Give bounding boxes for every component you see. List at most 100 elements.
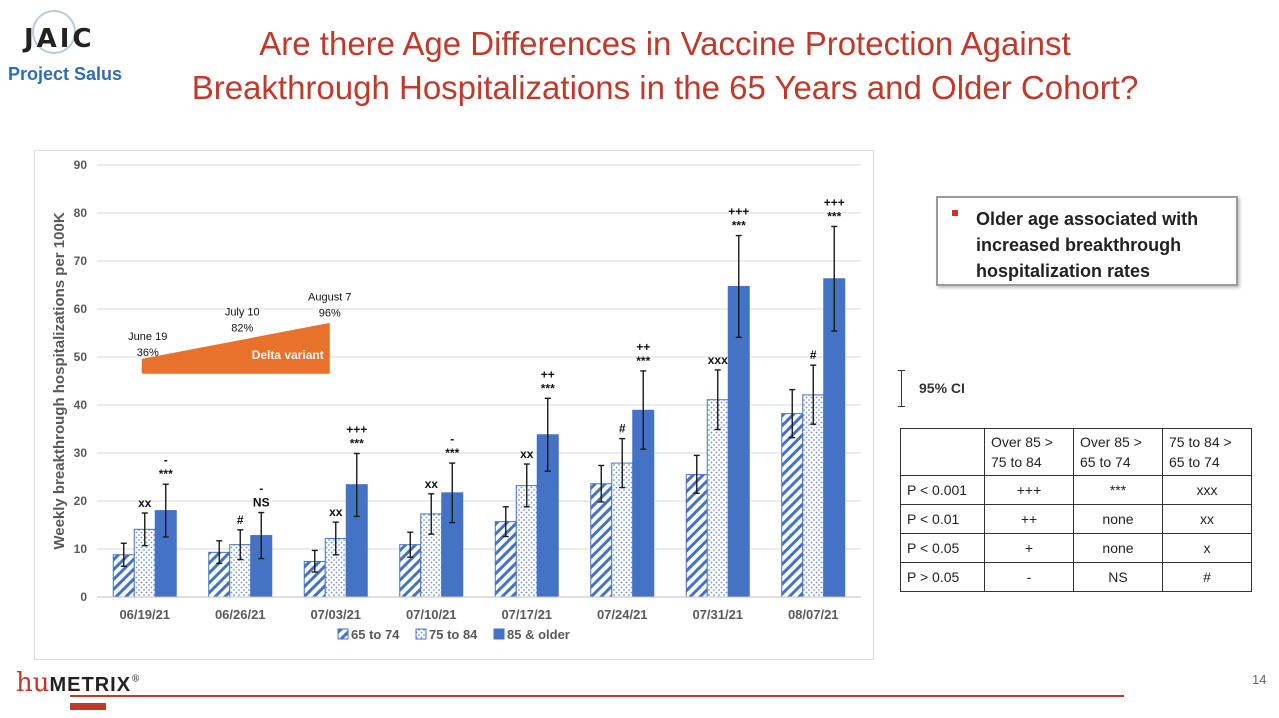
- page-number: 14: [1252, 672, 1267, 687]
- bar-1-7: [802, 394, 825, 598]
- y-axis-label: Weekly breakthrough hospitalizations per…: [51, 212, 68, 549]
- delta-date-label: June 19: [128, 331, 167, 343]
- y-tick-label: 50: [74, 350, 88, 364]
- bar-chart: Delta variant June 19 36% July 10 82% August …: [51, 158, 861, 642]
- delta-share-label: 82%: [231, 323, 253, 335]
- significance-label: ***: [541, 381, 555, 395]
- p-table-cell: #: [1162, 562, 1252, 592]
- y-tick-label: 80: [74, 206, 88, 220]
- significance-label: +++: [824, 195, 845, 209]
- table-row: P < 0.001 +++ *** xxx: [900, 475, 1252, 505]
- p-value-table: Over 85 > 75 to 84 Over 85 > 65 to 74 75…: [900, 428, 1252, 592]
- p-table-header: 75 to 84 > 65 to 74: [1162, 428, 1252, 476]
- significance-label: xx: [520, 447, 534, 461]
- brand-prefix: hu: [16, 668, 50, 698]
- table-row: P < 0.05 + none x: [900, 533, 1252, 563]
- significance-label: ++: [636, 340, 650, 354]
- y-tick-label: 60: [74, 302, 88, 316]
- x-tick-label: 06/26/21: [215, 607, 266, 622]
- x-tick-label: 07/10/21: [406, 607, 457, 622]
- p-table-header: Over 85 > 75 to 84: [984, 428, 1074, 476]
- x-tick-label: 08/07/21: [788, 607, 839, 622]
- table-row: P < 0.01 ++ none xx: [900, 504, 1252, 534]
- x-tick-label: 07/03/21: [310, 607, 361, 622]
- significance-label: ***: [445, 446, 459, 460]
- p-table-cell: +++: [984, 475, 1074, 505]
- brand-name: METRIX: [49, 674, 132, 696]
- x-tick-label: 07/24/21: [597, 607, 648, 622]
- ci-cap-bottom: [898, 406, 905, 407]
- y-tick-label: 90: [74, 158, 88, 172]
- p-table-cell: +: [984, 533, 1074, 563]
- logo-ring-icon: [32, 10, 76, 54]
- p-table-cell: ++: [984, 504, 1074, 534]
- delta-variant-wedge: [141, 322, 330, 374]
- significance-label: xx: [138, 496, 152, 510]
- p-table-cell: x: [1162, 533, 1252, 563]
- significance-label: xx: [425, 477, 439, 491]
- significance-label: +++: [728, 205, 749, 219]
- footer-accent: [70, 703, 106, 710]
- x-tick-label: 07/17/21: [501, 607, 552, 622]
- significance-label: #: [619, 422, 626, 436]
- p-table-cell: NS: [1073, 562, 1163, 592]
- y-tick-label: 10: [74, 542, 88, 556]
- slide-title: Are there Age Differences in Vaccine Pro…: [160, 22, 1170, 110]
- legend-swatch: [337, 628, 349, 640]
- delta-date-label: August 7: [308, 291, 351, 303]
- significance-label: ***: [350, 436, 364, 450]
- humetrix-logo: huMETRIX®: [16, 668, 140, 698]
- legend-label: 65 to 74: [351, 627, 400, 642]
- significance-label: xxx: [708, 353, 728, 367]
- p-table-corner: [900, 428, 985, 476]
- y-tick-label: 70: [74, 254, 88, 268]
- key-finding-callout: Older age associated with increased brea…: [936, 196, 1238, 286]
- jaic-logo: JAIC Project Salus: [8, 8, 133, 93]
- footer-divider: [70, 695, 1124, 697]
- y-tick-label: 20: [74, 494, 88, 508]
- callout-text: Older age associated with increased brea…: [976, 209, 1199, 281]
- delta-share-label: 96%: [319, 307, 341, 319]
- legend-label: 85 & older: [507, 627, 570, 642]
- ci-legend: 95% CI: [897, 368, 977, 408]
- registered-mark: ®: [131, 674, 141, 685]
- ci-bar-icon: [901, 370, 902, 406]
- significance-label: #: [237, 513, 244, 527]
- significance-label: ***: [636, 354, 650, 368]
- x-tick-label: 06/19/21: [119, 607, 170, 622]
- significance-label: NS: [253, 496, 270, 510]
- bar-0-7: [781, 413, 804, 598]
- significance-label: ++: [541, 367, 555, 381]
- significance-label: ***: [827, 209, 841, 223]
- delta-variant-label: Delta variant: [252, 348, 324, 362]
- p-table-cell: -: [984, 562, 1074, 592]
- delta-date-label: July 10: [225, 307, 260, 319]
- bullet-icon: [952, 210, 958, 216]
- p-table-row-label: P > 0.05: [900, 562, 985, 592]
- p-table-header: Over 85 > 65 to 74: [1073, 428, 1163, 476]
- significance-label: ***: [732, 219, 746, 233]
- p-table-header-row: Over 85 > 75 to 84 Over 85 > 65 to 74 75…: [900, 428, 1252, 476]
- legend-label: 75 to 84: [429, 627, 478, 642]
- p-table-cell: ***: [1073, 475, 1163, 505]
- delta-share-label: 36%: [137, 347, 159, 359]
- logo-subtitle: Project Salus: [8, 64, 123, 84]
- x-tick-label: 07/31/21: [692, 607, 743, 622]
- y-tick-label: 0: [80, 590, 87, 604]
- p-table-row-label: P < 0.05: [900, 533, 985, 563]
- slide-title-line-2: Breakthrough Hospitalizations in the 65 …: [191, 69, 1139, 106]
- ci-legend-label: 95% CI: [919, 380, 965, 396]
- table-row: P > 0.05 - NS #: [900, 562, 1252, 592]
- significance-label: xx: [329, 505, 343, 519]
- p-table-cell: none: [1073, 504, 1163, 534]
- significance-label: +++: [346, 422, 367, 436]
- slide-title-line-1: Are there Age Differences in Vaccine Pro…: [259, 25, 1071, 62]
- significance-label: -: [259, 482, 263, 496]
- significance-label: ***: [159, 467, 173, 481]
- y-tick-label: 40: [74, 398, 88, 412]
- p-table-cell: xxx: [1162, 475, 1252, 505]
- p-table-cell: none: [1073, 533, 1163, 563]
- significance-label: -: [164, 453, 168, 467]
- p-table-row-label: P < 0.001: [900, 475, 985, 505]
- p-table-cell: xx: [1162, 504, 1252, 534]
